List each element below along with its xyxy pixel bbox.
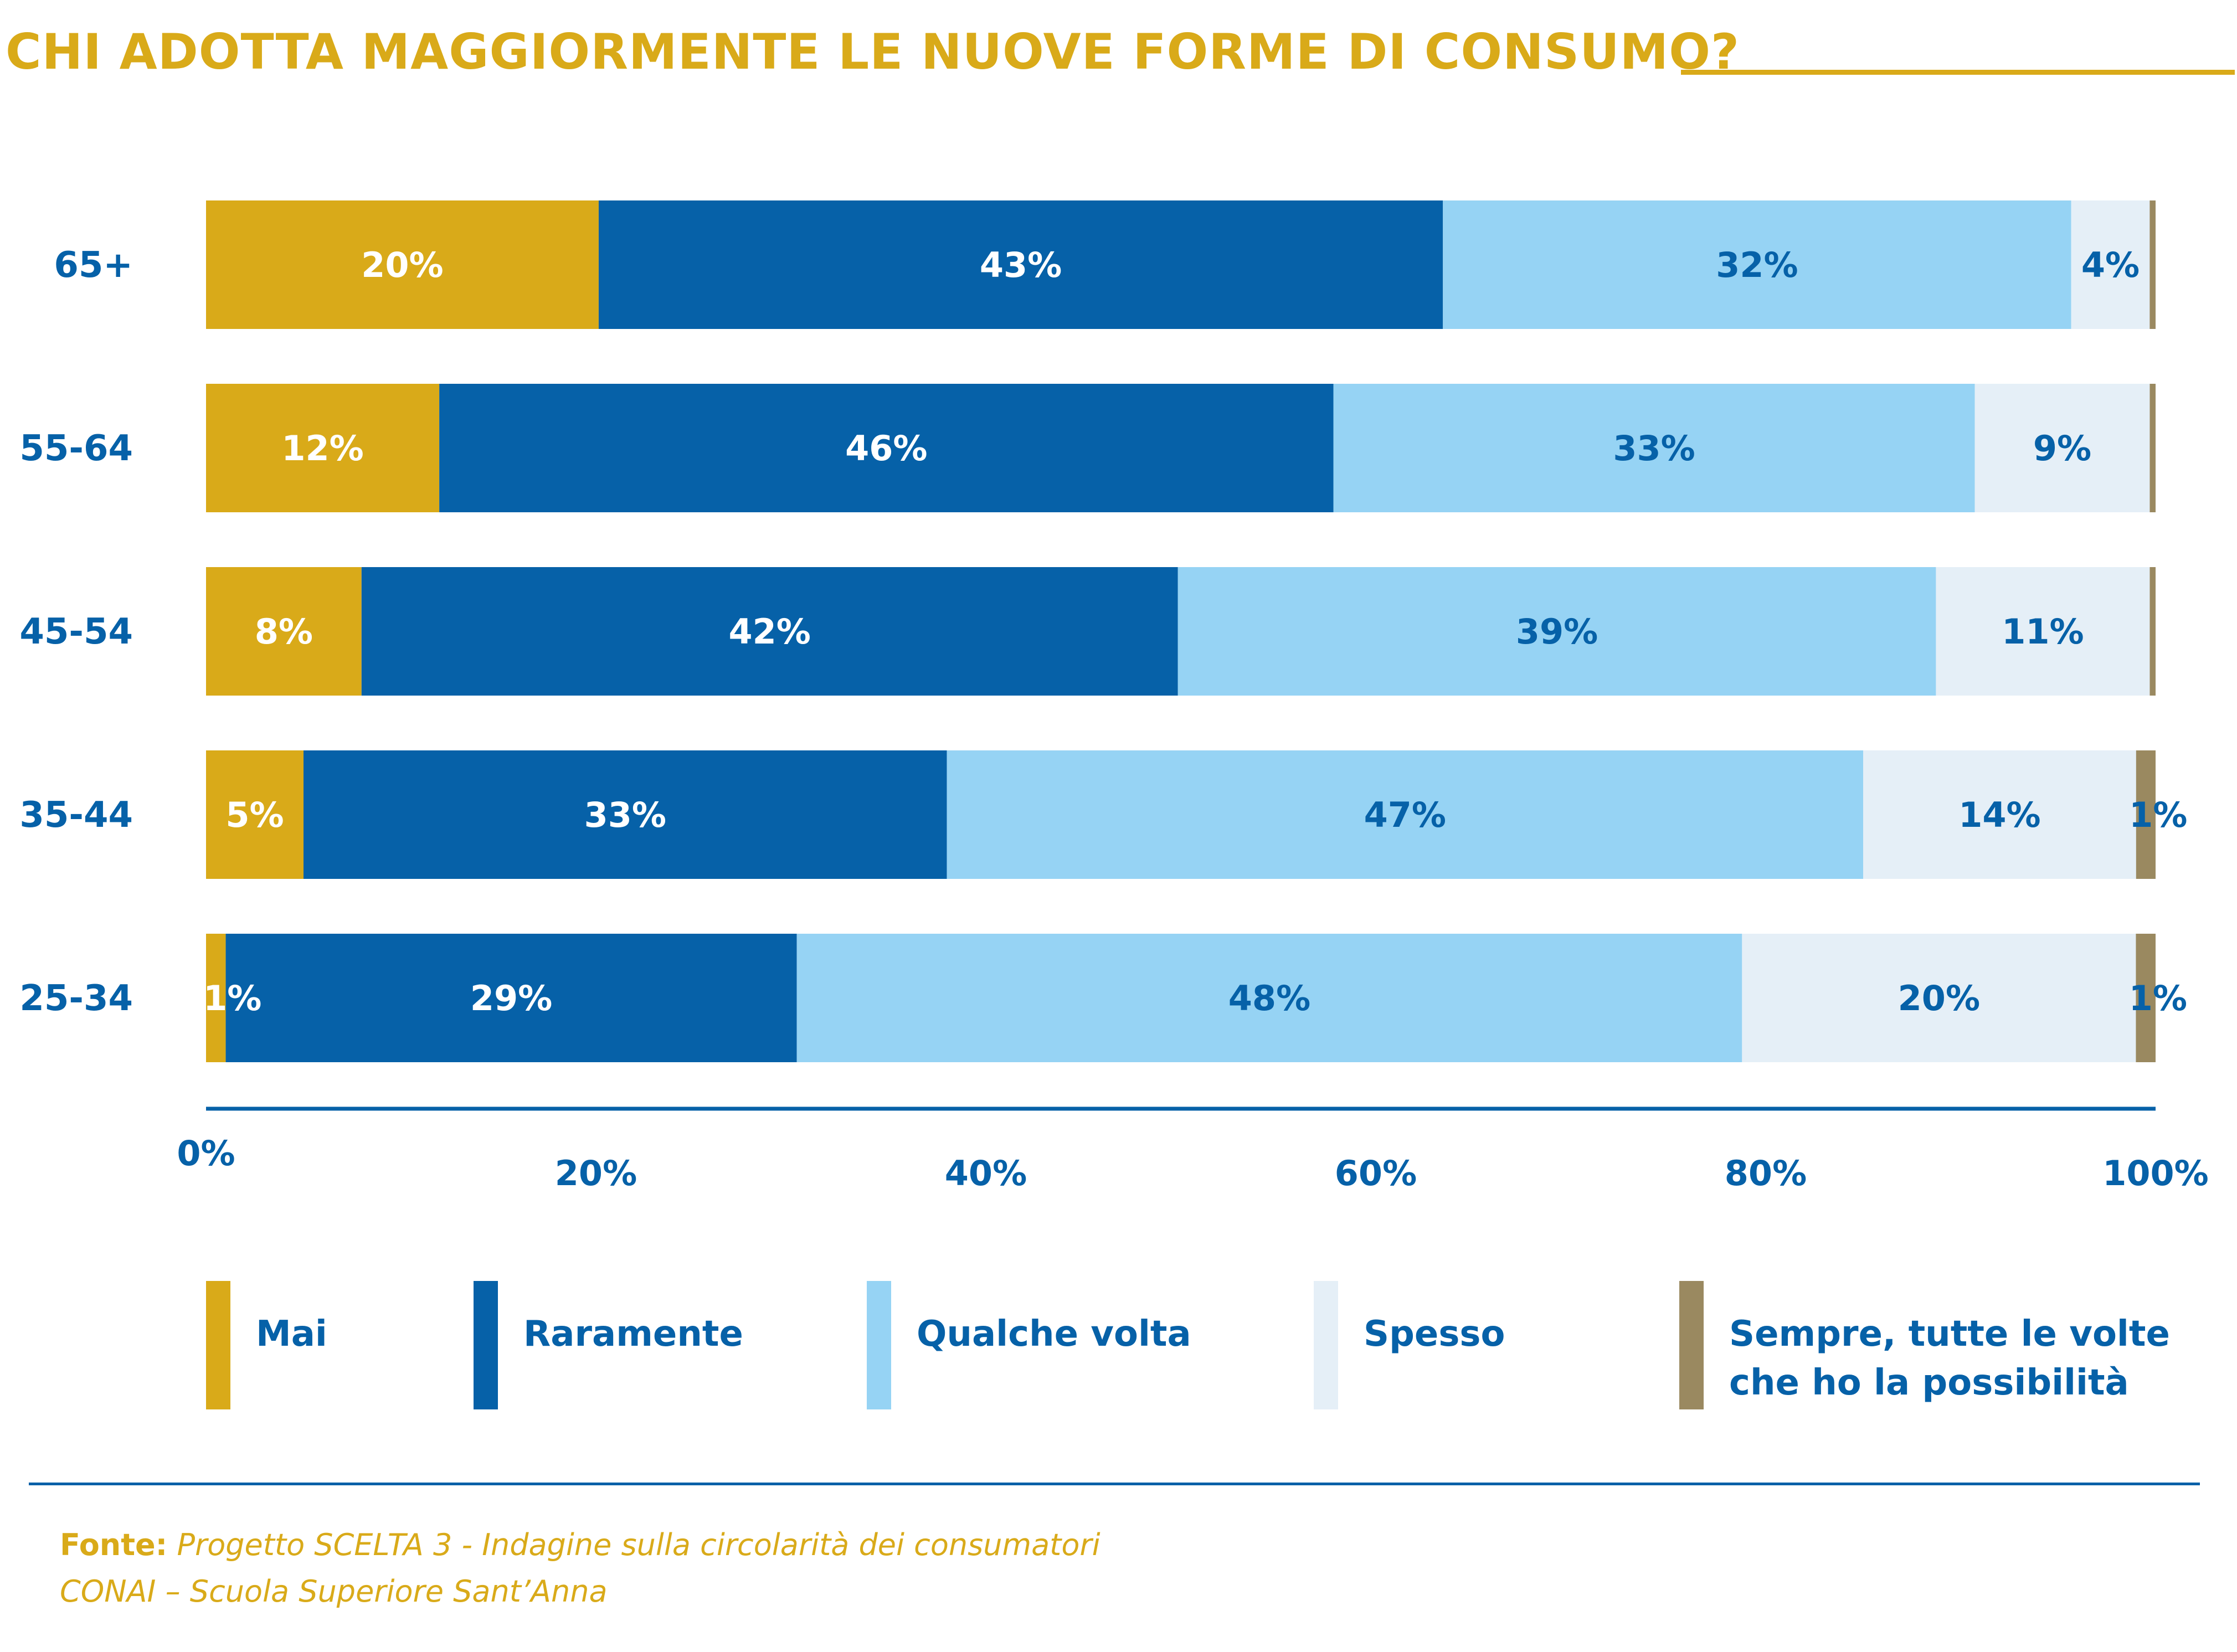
data-label: 33%	[1613, 428, 1695, 469]
bar-65+-raramente	[598, 200, 1443, 329]
bar-25-34-mai	[206, 934, 226, 1062]
category-label-35-44: 35-44	[19, 795, 133, 836]
bar-45-54-sempre	[2149, 567, 2156, 696]
bar-55-64-raramente	[439, 384, 1334, 512]
data-label: 42%	[729, 611, 811, 652]
data-label: 32%	[1716, 245, 1798, 285]
x-tick-label: 40%	[945, 1153, 1027, 1193]
data-label: 33%	[584, 795, 666, 835]
data-label: 5%	[225, 795, 284, 835]
category-label-25-34: 25-34	[19, 978, 133, 1019]
bars-layer	[206, 200, 2156, 1062]
legend-label: Qualche volta	[917, 1314, 1191, 1355]
bar-25-34-qualche-volta	[796, 934, 1742, 1062]
data-label: 43%	[980, 245, 1062, 285]
legend-swatch-4	[1679, 1281, 1704, 1409]
bar-55-64-sempre	[2149, 384, 2156, 512]
bar-35-44-mai	[206, 750, 304, 879]
footer-rule	[29, 1483, 2200, 1485]
x-tick-label: 60%	[1335, 1153, 1417, 1193]
legend-label: che ho la possibilità	[1729, 1362, 2129, 1403]
data-label: 20%	[1898, 978, 1980, 1018]
bar-45-54-qualche-volta	[1177, 567, 1936, 696]
x-axis: 0% 20% 40% 60% 80% 100%	[177, 1107, 2209, 1193]
source-note: Fonte: Progetto SCELTA 3 - Indagine sull…	[60, 1522, 1100, 1615]
bar-25-34-raramente	[225, 934, 797, 1062]
bar-65+-qualche-volta	[1443, 200, 2071, 329]
x-tick-label: 100%	[2102, 1153, 2209, 1193]
chart-title: CHI ADOTTA MAGGIORMENTE LE NUOVE FORME D…	[6, 23, 1740, 80]
data-label: 14%	[1958, 795, 2040, 835]
data-label: 48%	[1228, 978, 1310, 1018]
data-label: 39%	[1516, 611, 1598, 652]
bar-35-44-qualche-volta	[947, 750, 1863, 879]
category-label-45-54: 45-54	[19, 611, 133, 652]
x-tick-label: 0%	[177, 1133, 235, 1174]
legend-swatch-1	[474, 1281, 498, 1409]
bar-65+-mai	[206, 200, 599, 329]
bar-55-64-mai	[206, 384, 440, 512]
data-label: 9%	[2033, 428, 2091, 469]
legend-swatch-0	[206, 1281, 230, 1409]
legend: Mai Raramente Qualche volta Spesso Sempre, t…	[206, 1281, 2170, 1409]
legend-label: Spesso	[1364, 1314, 1505, 1355]
data-label: 4%	[2081, 245, 2140, 285]
data-label: 12%	[281, 428, 363, 469]
data-label: 1%	[2129, 795, 2187, 835]
legend-label: Mai	[256, 1314, 327, 1355]
bar-35-44-raramente	[304, 750, 947, 879]
category-labels-layer: 65+ 55-64 45-54 35-44 25-34	[19, 245, 133, 1019]
title-rule	[1681, 70, 2235, 75]
bar-65+-spesso	[2071, 200, 2150, 329]
bar-25-34-sempre	[2136, 934, 2156, 1062]
source-label: Fonte:	[60, 1527, 168, 1562]
bar-45-54-spesso	[1936, 567, 2150, 696]
bar-55-64-spesso	[1974, 384, 2150, 512]
source-line-1: Fonte: Progetto SCELTA 3 - Indagine sull…	[60, 1522, 1100, 1568]
legend-label: Raramente	[523, 1314, 743, 1355]
bar-55-64-qualche-volta	[1333, 384, 1975, 512]
x-tick-label: 20%	[555, 1153, 637, 1193]
legend-swatch-3	[1314, 1281, 1338, 1409]
data-label: 47%	[1364, 795, 1446, 835]
bar-45-54-raramente	[361, 567, 1178, 696]
category-label-65+: 65+	[54, 245, 133, 286]
data-label: 29%	[470, 978, 552, 1018]
legend-label: Sempre, tutte le volte	[1729, 1314, 2170, 1355]
data-label: 8%	[255, 611, 313, 652]
source-text-2: CONAI – Scuola Superiore Sant’Anna	[60, 1574, 608, 1609]
data-label: 1%	[2129, 978, 2187, 1018]
bar-35-44-spesso	[1863, 750, 2136, 879]
bar-labels-layer: 20% 43% 32% 4% 12% 46% 33% 9% 8% 42% 39% 11% 5% 33% 47…	[203, 245, 2187, 1018]
bar-25-34-spesso	[1742, 934, 2136, 1062]
data-label: 20%	[361, 245, 443, 285]
x-tick-label: 80%	[1725, 1153, 1807, 1193]
data-label: 11%	[2002, 611, 2084, 652]
data-label: 46%	[845, 428, 927, 469]
data-label: 1%	[203, 978, 261, 1018]
bar-65+-sempre	[2149, 200, 2156, 329]
legend-swatch-2	[867, 1281, 891, 1409]
category-label-55-64: 55-64	[19, 428, 133, 469]
bar-45-54-mai	[206, 567, 362, 696]
source-text-1: Progetto SCELTA 3 - Indagine sulla circo…	[177, 1527, 1100, 1562]
bar-35-44-sempre	[2136, 750, 2156, 879]
source-line-2: CONAI – Scuola Superiore Sant’Anna	[60, 1568, 1100, 1615]
